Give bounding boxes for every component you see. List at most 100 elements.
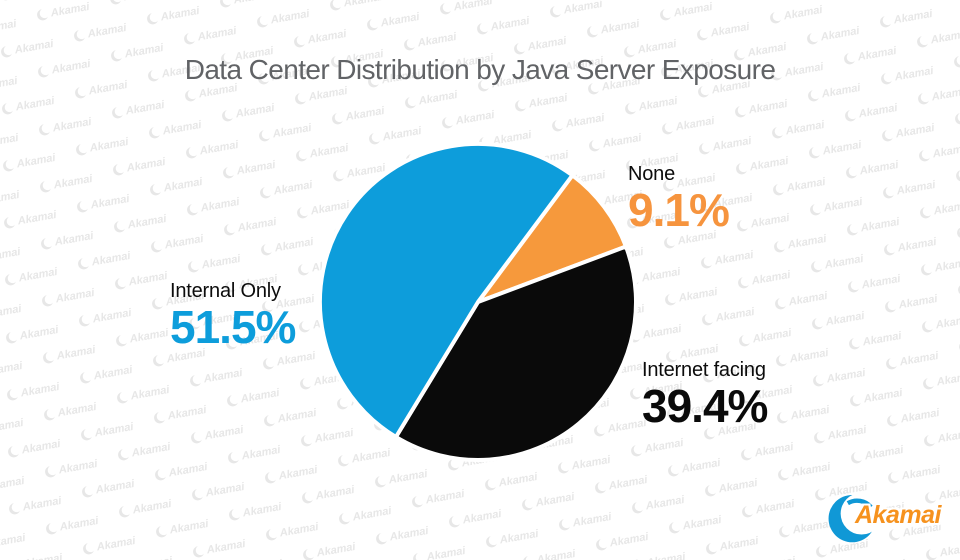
- watermark-akamai: Akamai: [113, 212, 168, 234]
- watermark-akamai: Akamai: [448, 507, 503, 529]
- akamai-crescent-icon: [264, 414, 277, 427]
- watermark-akamai: Akamai: [228, 500, 283, 522]
- akamai-crescent-icon: [523, 555, 536, 560]
- watermark-akamai: Akamai: [0, 245, 22, 265]
- watermark-akamai: Akamai: [1, 94, 56, 116]
- akamai-crescent-icon: [300, 377, 313, 390]
- watermark-akamai: Akamai: [703, 419, 758, 441]
- watermark-akamai: Akamai: [847, 272, 902, 294]
- slice-name-internal-only: Internal Only: [170, 280, 281, 302]
- akamai-crescent-icon: [888, 471, 901, 484]
- akamai-crescent-icon: [3, 159, 16, 172]
- watermark-akamai: Akamai: [476, 13, 531, 35]
- akamai-crescent-icon: [477, 21, 490, 34]
- akamai-crescent-icon: [849, 337, 862, 350]
- watermark-akamai: Akamai: [119, 554, 174, 560]
- watermark-akamai: Akamai: [632, 550, 687, 560]
- watermark-akamai: Akamai: [146, 4, 201, 26]
- akamai-crescent-icon: [699, 142, 712, 155]
- watermark-akamai: Akamai: [586, 17, 641, 39]
- watermark-akamai: Akamai: [916, 27, 960, 49]
- watermark-akamai: Akamai: [660, 57, 715, 79]
- akamai-crescent-icon: [704, 427, 717, 440]
- akamai-crescent-icon: [221, 52, 234, 65]
- akamai-crescent-icon: [737, 219, 750, 232]
- watermark-akamai: Akamai: [191, 480, 246, 502]
- akamai-crescent-icon: [811, 259, 824, 272]
- watermark-akamai: Akamai: [697, 77, 752, 99]
- akamai-crescent-icon: [338, 454, 351, 467]
- watermark-akamai: Akamai: [705, 533, 760, 555]
- watermark-akamai: Akamai: [441, 107, 496, 129]
- akamai-crescent-icon: [259, 129, 272, 142]
- akamai-crescent-icon: [627, 216, 640, 229]
- watermark-akamai: Akamai: [885, 349, 940, 371]
- watermark-akamai: Akamai: [593, 416, 648, 438]
- watermark-akamai: Akamai: [522, 547, 577, 560]
- akamai-crescent-icon: [595, 481, 608, 494]
- akamai-crescent-icon: [596, 538, 609, 551]
- akamai-crescent-icon: [921, 263, 934, 276]
- akamai-crescent-icon: [74, 28, 87, 41]
- watermark-akamai: Akamai: [595, 530, 650, 552]
- watermark-akamai: Akamai: [484, 470, 539, 492]
- akamai-crescent-icon: [77, 199, 90, 212]
- akamai-crescent-icon: [662, 122, 675, 135]
- watermark-akamai: Akamai: [551, 111, 606, 133]
- akamai-crescent-icon: [845, 108, 858, 122]
- akamai-crescent-icon: [885, 300, 898, 313]
- watermark-akamai: Akamai: [881, 121, 936, 143]
- akamai-crescent-icon: [225, 280, 238, 293]
- akamai-crescent-icon: [705, 484, 718, 497]
- watermark-akamai: Akamai: [844, 101, 899, 123]
- akamai-crescent-icon: [917, 35, 930, 48]
- akamai-crescent-icon: [111, 48, 124, 61]
- akamai-crescent-icon: [228, 451, 241, 464]
- watermark-akamai: Akamai: [4, 265, 59, 287]
- akamai-crescent-icon: [883, 186, 896, 199]
- akamai-crescent-icon: [0, 0, 12, 1]
- watermark-akamai: Akamai: [704, 476, 759, 498]
- watermark-akamai: Akamai: [774, 288, 829, 310]
- watermark-akamai: Akamai: [558, 510, 613, 532]
- akamai-crescent-icon: [412, 494, 425, 508]
- akamai-crescent-icon: [920, 206, 933, 219]
- watermark-akamai: Akamai: [183, 24, 238, 46]
- watermark-akamai: Akamai: [260, 235, 315, 257]
- akamai-crescent-icon: [440, 1, 453, 14]
- watermark-akamai: Akamai: [3, 208, 58, 230]
- akamai-crescent-icon: [810, 202, 823, 215]
- akamai-crescent-icon: [82, 485, 95, 498]
- akamai-crescent-icon: [5, 273, 18, 286]
- watermark-akamai: Akamai: [219, 0, 274, 9]
- watermark-akamai: Akamai: [149, 175, 204, 197]
- akamai-crescent-icon: [1, 45, 14, 58]
- watermark-akamai: Akamai: [36, 0, 91, 22]
- watermark-akamai: Akamai: [661, 114, 716, 136]
- akamai-logo-text: Akamai: [855, 501, 941, 529]
- watermark-akamai: Akamai: [735, 154, 790, 176]
- watermark-akamai: Akamai: [698, 134, 753, 156]
- akamai-crescent-icon: [44, 407, 57, 420]
- watermark-akamai: Akamai: [550, 54, 605, 76]
- akamai-crescent-icon: [294, 35, 307, 48]
- watermark-akamai: Akamai: [0, 131, 20, 151]
- watermark-akamai: Akamai: [625, 151, 680, 173]
- akamai-crescent-icon: [76, 142, 89, 155]
- watermark-akamai: Akamai: [74, 77, 129, 99]
- akamai-crescent-icon: [148, 68, 161, 82]
- watermark-akamai: Akamai: [700, 248, 755, 270]
- akamai-crescent-icon: [224, 223, 237, 236]
- watermark-akamai: Akamai: [225, 329, 280, 351]
- akamai-crescent-icon: [779, 524, 792, 538]
- slice-percentage-internal-only: 51.5%: [170, 301, 296, 353]
- watermark-akamai: Akamai: [76, 191, 131, 213]
- akamai-crescent-icon: [881, 71, 894, 85]
- watermark-akamai: Akamai: [440, 50, 495, 72]
- watermark-akamai: Akamai: [111, 98, 166, 120]
- akamai-crescent-icon: [330, 0, 343, 11]
- watermark-akamai: Akamai: [812, 366, 867, 388]
- watermark-akamai: Akamai: [73, 20, 128, 42]
- akamai-crescent-icon: [295, 92, 308, 105]
- watermark-akamai: Akamai: [848, 329, 903, 351]
